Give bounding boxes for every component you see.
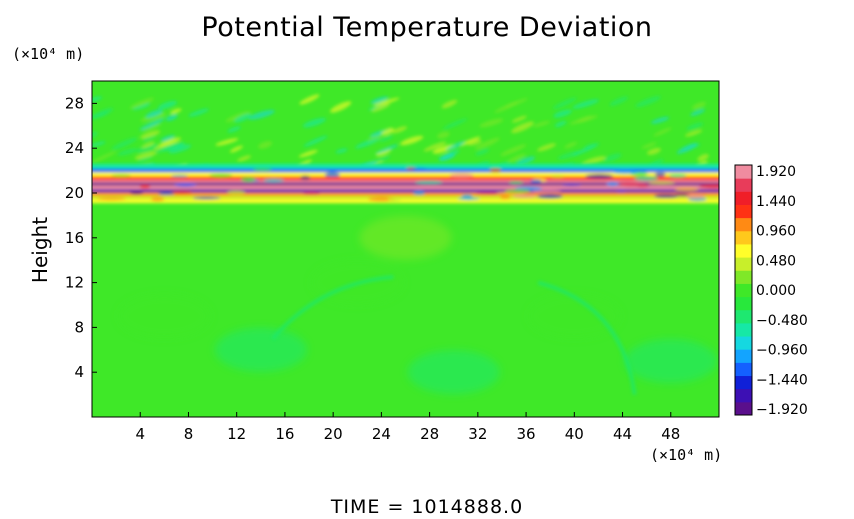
y-tick-label: 16 [65, 229, 84, 247]
colorbar-segment [735, 362, 752, 377]
colorbar-tick-label: −0.960 [756, 343, 808, 359]
colorbar-segment [735, 257, 752, 271]
x-tick-label: 16 [275, 425, 294, 443]
x-tick-label: 24 [372, 425, 391, 443]
x-tick-label: 4 [135, 425, 145, 443]
colorbar-tick-label: 0.480 [756, 253, 796, 269]
colorbar-segment [735, 191, 752, 205]
colorbar-frame [734, 164, 753, 416]
y-tick-label: 28 [65, 94, 84, 112]
colorbar-tick-label: 0.000 [756, 283, 796, 299]
x-tick-label: 28 [420, 425, 439, 443]
x-tick-label: 12 [227, 425, 246, 443]
y-tick-label: 20 [65, 184, 84, 202]
colorbar-tick-label: 1.920 [756, 164, 796, 180]
colorbar-segment [735, 401, 752, 416]
colorbar-tick-label: 0.960 [756, 224, 796, 240]
lower-arc-left [271, 275, 394, 340]
colorbar-segment [735, 375, 752, 390]
y-tick-label: 12 [65, 274, 84, 292]
colorbar-tick-label: −1.920 [756, 402, 808, 418]
x-tick-label: 48 [661, 425, 680, 443]
colorbar-segment [735, 336, 752, 350]
lower-field-variation [118, 215, 717, 395]
y-tick-label: 24 [65, 139, 84, 157]
x-tick-label: 32 [468, 425, 487, 443]
x-tick-label: 40 [565, 425, 584, 443]
time-footer: TIME = 1014888.0 [330, 496, 524, 518]
plot-frame [91, 80, 720, 418]
upper-wave-field [92, 94, 709, 176]
x-tick-label: 36 [517, 425, 536, 443]
oscillation-band [92, 163, 719, 204]
x-axis-unit: (×10⁴ m) [650, 446, 723, 464]
colorbar-segment [735, 178, 752, 192]
colorbar-segment [735, 230, 752, 245]
colorbar-segment [735, 283, 752, 298]
colorbar-segment [735, 349, 752, 363]
lower-arc-right [537, 280, 637, 395]
colorbar-segment [735, 217, 752, 232]
chart-title: Potential Temperature Deviation [201, 12, 653, 43]
y-tick-label: 4 [74, 363, 84, 381]
colorbar-tick-label: −0.480 [756, 313, 808, 329]
x-tick-label: 20 [324, 425, 343, 443]
y-tick-label: 8 [74, 318, 84, 336]
colorbar-segment [735, 296, 752, 311]
colorbar-segment [735, 243, 752, 258]
colorbar-segment [735, 388, 752, 403]
colorbar-segment [735, 270, 752, 284]
colorbar-tick-label: 1.440 [756, 194, 796, 210]
x-tick-label: 44 [613, 425, 632, 443]
colorbar-segment [735, 204, 752, 219]
x-tick-label: 8 [184, 425, 194, 443]
colorbar-segment [735, 309, 752, 324]
colorbar-segment [735, 165, 752, 179]
colorbar-tick-label: −1.440 [756, 372, 808, 388]
colorbar-segment [735, 322, 752, 337]
y-axis-unit: (×10⁴ m) [12, 45, 85, 63]
